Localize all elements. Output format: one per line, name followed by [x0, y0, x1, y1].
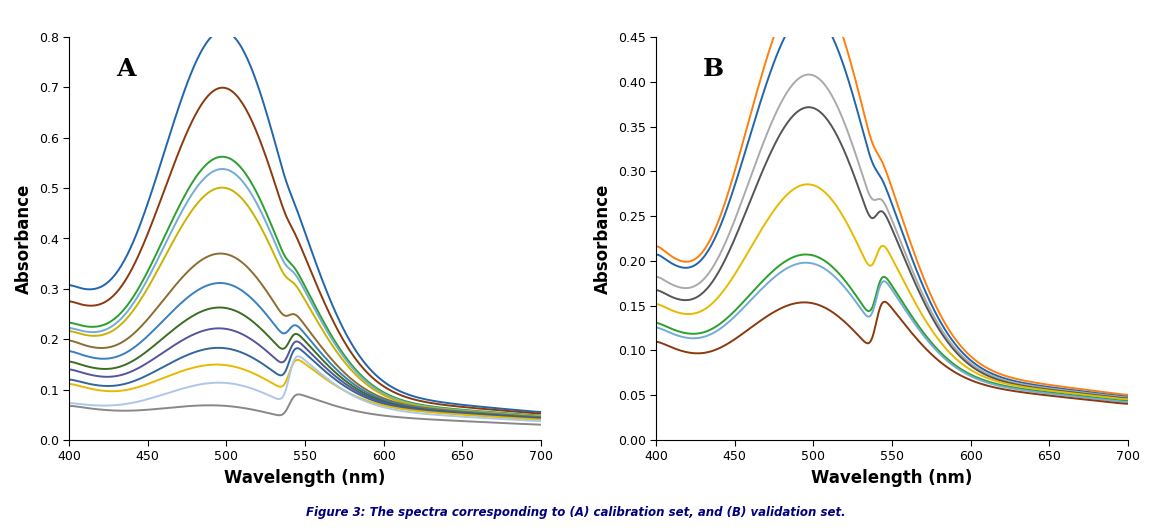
Y-axis label: Absorbance: Absorbance	[15, 183, 33, 294]
X-axis label: Wavelength (nm): Wavelength (nm)	[811, 469, 973, 487]
Y-axis label: Absorbance: Absorbance	[594, 183, 612, 294]
Text: B: B	[703, 57, 724, 81]
X-axis label: Wavelength (nm): Wavelength (nm)	[224, 469, 386, 487]
Text: A: A	[116, 57, 136, 81]
Text: Figure 3: The spectra corresponding to (A) calibration set, and (B) validation s: Figure 3: The spectra corresponding to (…	[306, 506, 845, 519]
